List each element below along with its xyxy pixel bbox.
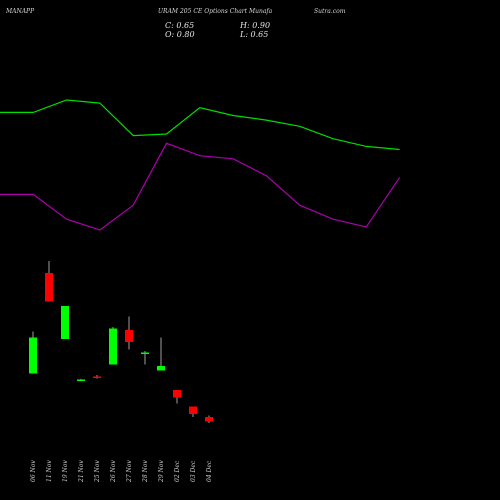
candle-body — [61, 306, 69, 339]
x-tick-label: 25 Nov — [94, 460, 101, 483]
candle-body — [93, 376, 101, 378]
indicator-line-2 — [0, 142, 401, 231]
x-tick-label: 27 Nov — [126, 460, 133, 483]
high-value: H: 0.90 — [240, 21, 271, 30]
x-tick-label: 11 Nov — [46, 460, 53, 482]
x-tick-label: 28 Nov — [142, 460, 149, 483]
x-tick-label: 06 Nov — [30, 460, 37, 482]
candle-body — [157, 366, 165, 371]
low-value: L: 0.65 — [240, 30, 269, 39]
site-label: Sutra.com — [314, 8, 346, 15]
x-tick-label: 19 Nov — [62, 460, 69, 482]
candle-body — [189, 406, 197, 414]
candle-body — [45, 273, 53, 302]
x-tick-label: 03 Dec — [190, 460, 197, 482]
x-tick-label: 21 Nov — [78, 460, 85, 483]
candle-body — [109, 328, 117, 365]
candle-body — [77, 379, 85, 381]
open-value: O: 0.80 — [165, 30, 195, 39]
close-value: C: 0.65 — [165, 21, 195, 30]
x-tick-label: 02 Dec — [174, 460, 181, 482]
candle-body — [141, 352, 149, 354]
candle-body — [205, 417, 213, 422]
x-tick-label: 29 Nov — [158, 460, 165, 483]
candle-body — [173, 390, 181, 398]
candle-body — [29, 337, 37, 374]
x-tick-label: 26 Nov — [110, 460, 117, 483]
symbol-label: MANAPP — [6, 8, 35, 15]
candle-body — [125, 330, 133, 342]
indicator-line-1 — [0, 99, 400, 151]
x-tick-label: 04 Dec — [206, 460, 213, 482]
chart-title: URAM 205 CE Options Chart Munafa — [158, 8, 273, 15]
